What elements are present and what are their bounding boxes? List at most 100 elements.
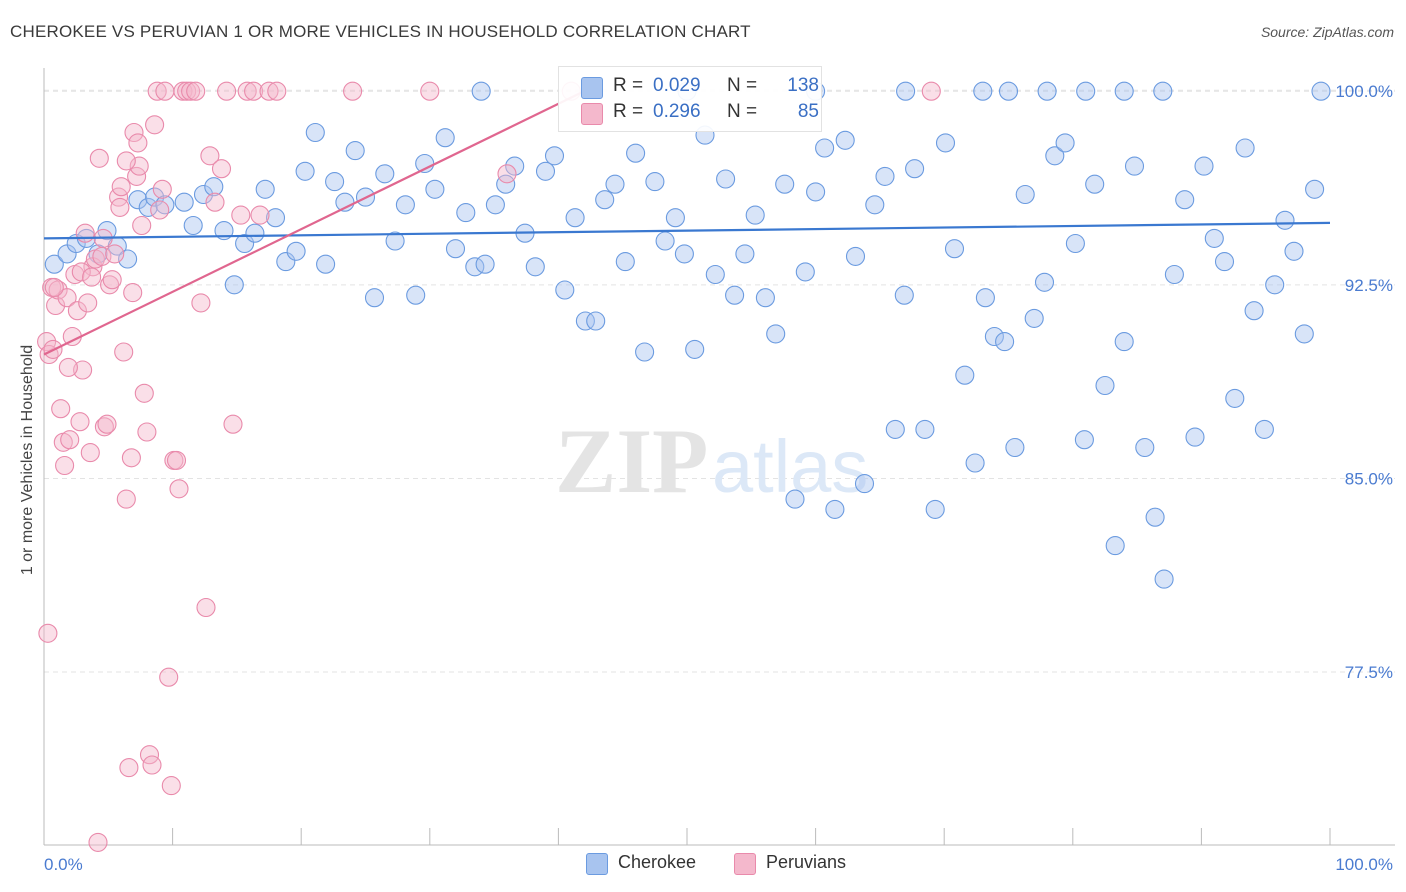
point-cherokee [485, 195, 505, 215]
point-peruvians [124, 122, 144, 143]
trend-line-peruvians [43, 90, 585, 356]
point-peruvians [60, 430, 80, 450]
point-cherokee [1034, 272, 1055, 292]
point-cherokee [865, 195, 885, 215]
point-cherokee [755, 288, 775, 308]
point-peruvians [88, 832, 108, 852]
point-cherokee [1055, 133, 1075, 153]
point-peruvians [57, 288, 77, 308]
point-cherokee [544, 146, 565, 166]
point-peruvians [161, 776, 181, 796]
r-label: R = [613, 75, 644, 96]
point-cherokee [973, 81, 993, 101]
point-cherokee [1015, 184, 1035, 205]
point-peruvians [132, 215, 152, 236]
point-peruvians [119, 758, 139, 778]
point-cherokee [1095, 375, 1115, 396]
point-cherokee [998, 81, 1019, 101]
point-cherokee [118, 249, 138, 269]
point-cherokee [286, 241, 306, 261]
point-peruvians [121, 448, 141, 468]
trend-lines [43, 90, 1331, 356]
point-cherokee [845, 246, 866, 266]
point-cherokee [815, 138, 835, 158]
trend-line-cherokee [43, 221, 1331, 240]
point-cherokee [785, 489, 805, 509]
point-cherokee [525, 257, 545, 277]
point-cherokee [364, 288, 385, 308]
source-label: Source: ZipAtlas.com [1260, 24, 1394, 40]
point-cherokee [305, 122, 325, 143]
point-peruvians [114, 342, 134, 362]
point-cherokee [1045, 146, 1065, 166]
point-cherokee [944, 239, 965, 259]
point-cherokee [1074, 430, 1094, 450]
point-cherokee [1204, 228, 1224, 248]
point-cherokee [1225, 388, 1245, 408]
n-label: N = [727, 75, 758, 96]
x-tick-label: 0.0% [44, 855, 83, 874]
point-cherokee [1124, 156, 1145, 176]
point-peruvians [105, 244, 125, 264]
point-peruvians [97, 414, 117, 434]
point-cherokee [204, 177, 224, 197]
stat-swatch-cherokee [581, 77, 603, 99]
point-cherokee [1114, 332, 1134, 352]
point-peruvians [110, 197, 130, 217]
y-tick-label: 85.0% [1345, 469, 1393, 488]
point-peruvians [142, 755, 162, 775]
point-cherokee [1244, 301, 1264, 321]
point-peruvians [58, 357, 78, 377]
point-cherokee [395, 195, 415, 215]
point-cherokee [145, 187, 165, 207]
point-cherokee [635, 342, 655, 362]
series-peruvians-points [37, 81, 941, 852]
point-cherokee [825, 499, 845, 519]
point-cherokee [224, 275, 244, 295]
n-label: N = [727, 101, 758, 122]
point-cherokee [471, 81, 491, 101]
point-cherokee [138, 197, 158, 217]
point-cherokee [1194, 156, 1214, 176]
point-peruvians [267, 81, 287, 101]
n-value: 85 [797, 101, 819, 122]
point-peruvians [217, 81, 237, 101]
point-cherokee [1114, 81, 1134, 101]
point-cherokee [1005, 437, 1025, 458]
point-cherokee [955, 365, 975, 385]
point-cherokee [1037, 81, 1057, 101]
point-cherokee [626, 143, 646, 163]
point-peruvians [44, 277, 64, 297]
point-cherokee [674, 244, 694, 264]
point-peruvians [237, 81, 257, 101]
point-cherokee [535, 161, 556, 181]
point-cherokee [295, 161, 315, 181]
point-cherokee [925, 499, 945, 519]
point-peruvians [205, 192, 225, 212]
point-cherokee [915, 419, 935, 439]
point-cherokee [595, 190, 615, 210]
point-cherokee [155, 195, 175, 215]
point-cherokee [1065, 233, 1085, 254]
point-cherokee [456, 203, 476, 223]
point-cherokee [1175, 190, 1195, 210]
point-cherokee [984, 326, 1004, 347]
point-cherokee [406, 285, 426, 305]
point-peruvians [147, 81, 167, 101]
point-cherokee [775, 174, 795, 194]
tick-labels: 100.0% 92.5% 85.0% 77.5% 0.0% 100.0% [44, 82, 1393, 874]
point-peruvians [159, 667, 179, 687]
point-cherokee [615, 252, 635, 272]
point-cherokee [1214, 252, 1235, 272]
point-cherokee [965, 453, 985, 473]
point-cherokee [183, 215, 203, 236]
point-peruvians [123, 283, 143, 303]
point-cherokee [316, 254, 336, 274]
point-cherokee [425, 179, 445, 199]
point-cherokee [766, 324, 786, 344]
point-cherokee [475, 254, 495, 274]
point-cherokee [875, 166, 895, 186]
point-cherokee [1275, 210, 1295, 230]
point-peruvians [211, 159, 232, 179]
point-cherokee [375, 164, 395, 184]
